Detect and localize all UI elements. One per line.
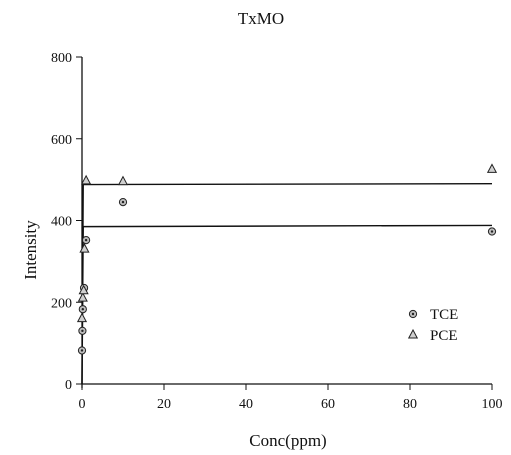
point-tce [77,346,87,355]
axes: 0 200 400 600 800 0 20 40 60 80 100 [51,51,503,412]
y-tick-label: 0 [65,378,72,393]
fit-lines [81,183,493,385]
point-pce [77,292,88,302]
x-tick-label: 0 [79,397,86,412]
point-pce [76,312,88,323]
y-tick-label: 600 [51,133,72,148]
y-tick-label: 400 [51,215,72,230]
point-pce [79,243,90,253]
legend-label-pce: PCE [430,328,458,344]
y-axis-label: Intensity [21,220,40,280]
x-tick-label: 100 [482,397,503,412]
legend-label-tce: TCE [430,307,458,323]
x-axis-label: Conc(ppm) [249,431,326,450]
legend: TCE PCE [407,307,458,344]
legend-marker-pce [407,328,419,339]
y-tick-label: 800 [51,51,72,66]
fit-line-tce [81,224,493,385]
point-pce [81,174,92,185]
point-pce [78,284,89,295]
point-pce [486,163,498,173]
point-tce [82,236,91,245]
y-tick-label: 200 [51,296,72,311]
point-tce [487,227,497,236]
x-tick-label: 40 [239,397,253,412]
point-tce [78,305,87,314]
x-tick-label: 60 [321,397,335,412]
x-tick-label: 20 [157,397,171,412]
chart-title: TxMO [238,9,284,28]
point-tce [78,326,87,335]
point-pce [117,175,129,186]
legend-marker-tce [408,309,418,319]
x-tick-label: 80 [403,397,417,412]
data-points [76,163,498,355]
point-tce [118,198,128,207]
fit-line-pce [81,183,493,385]
